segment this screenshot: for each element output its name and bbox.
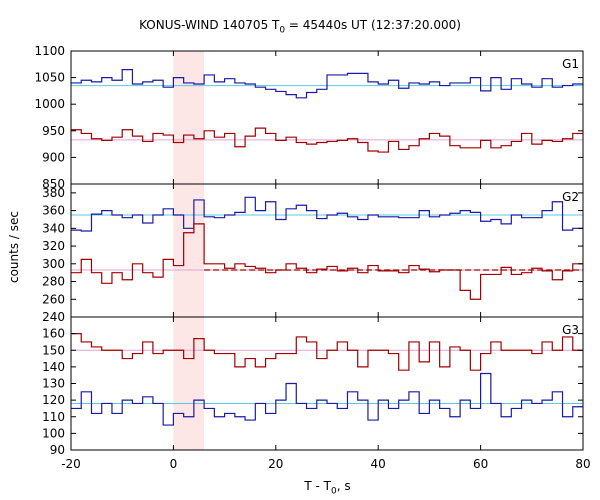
g1-y-tick-label: 1050 xyxy=(34,71,65,85)
chart-title: KONUS-WIND 140705 T0 = 45440s UT (12:37:… xyxy=(139,18,461,36)
g2-y-tick-label: 340 xyxy=(42,221,65,235)
g3-series-blue xyxy=(71,372,583,426)
g3-shaded-interval xyxy=(173,317,205,450)
g1-shaded-interval xyxy=(173,51,205,184)
g2-series-blue xyxy=(71,196,583,232)
g3-series-red xyxy=(71,333,583,371)
g2-y-tick-label: 300 xyxy=(42,257,65,271)
g3-panel-frame xyxy=(70,316,584,451)
g3-y-tick-label: 110 xyxy=(42,410,65,424)
g3-y-tick-label: 100 xyxy=(42,426,65,440)
g1-y-tick-label: 850 xyxy=(42,177,65,191)
g3-y-tick-label: 130 xyxy=(42,377,65,391)
g2-y-tick-label: 260 xyxy=(42,292,65,306)
g3-y-tick-label: 150 xyxy=(42,343,65,357)
g2-y-tick-label: 320 xyxy=(42,239,65,253)
g2-shaded-interval xyxy=(173,184,205,317)
g1-y-tick-label: 1000 xyxy=(34,97,65,111)
y-axis-label: counts / sec xyxy=(7,211,21,284)
g1-panel-label: G1 xyxy=(562,57,579,71)
g2-y-tick-label: 380 xyxy=(42,186,65,200)
g1-panel-frame xyxy=(70,50,584,185)
g3-y-tick-label: 140 xyxy=(42,360,65,374)
g1-series-red xyxy=(71,127,583,153)
x-tick-label: 20 xyxy=(268,457,283,471)
x-axis-label: T - T0, s xyxy=(304,479,351,497)
x-tick-label: 40 xyxy=(371,457,386,471)
x-tick-label: 0 xyxy=(170,457,178,471)
g2-series-red xyxy=(71,223,583,300)
g1-series-blue xyxy=(71,69,583,99)
g3-y-tick-label: 160 xyxy=(42,327,65,341)
x-tick-label: 80 xyxy=(575,457,590,471)
g1-y-tick-label: 900 xyxy=(42,150,65,164)
g2-y-tick-label: 280 xyxy=(42,275,65,289)
g2-panel-frame xyxy=(70,183,584,318)
g1-y-tick-label: 1100 xyxy=(34,44,65,58)
x-tick-label: -20 xyxy=(61,457,81,471)
g3-y-tick-label: 90 xyxy=(50,443,65,457)
g2-panel-label: G2 xyxy=(562,190,579,204)
g3-y-tick-label: 120 xyxy=(42,393,65,407)
g2-y-tick-label: 360 xyxy=(42,204,65,218)
x-tick-label: 60 xyxy=(473,457,488,471)
g1-y-tick-label: 950 xyxy=(42,124,65,138)
g2-y-tick-label: 240 xyxy=(42,310,65,324)
g3-panel-label: G3 xyxy=(562,323,579,337)
